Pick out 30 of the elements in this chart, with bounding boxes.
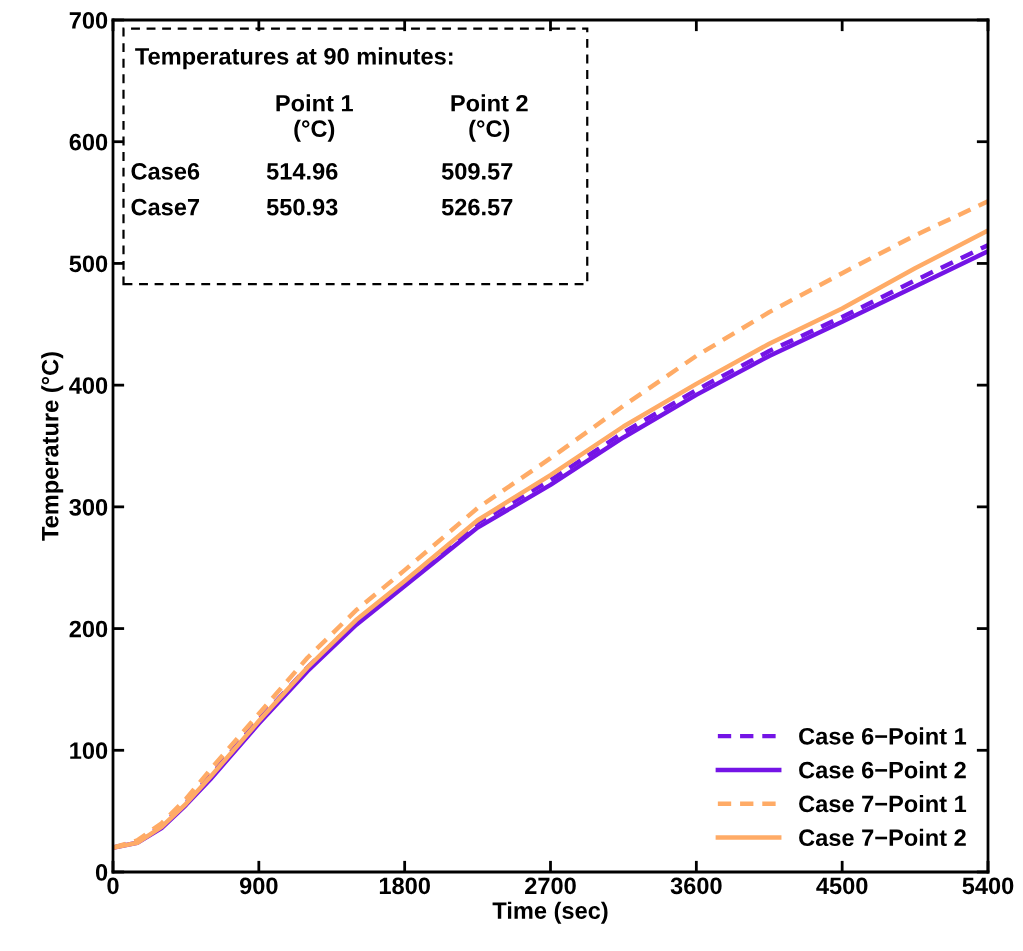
annotation: Case7 (131, 198, 200, 216)
y-tick-label: 100 (70, 742, 108, 760)
x-tick-label: 4500 (816, 877, 868, 895)
annotation: 526.57 (441, 198, 513, 216)
y-tick-label: 300 (69, 498, 108, 516)
y-tick-label: 600 (69, 133, 108, 151)
x-tick-label: 2700 (525, 877, 576, 895)
y-tick-label: 500 (69, 255, 108, 273)
y-tick-label: 700 (69, 12, 108, 29)
x-tick-label: 900 (239, 877, 278, 895)
y-axis-title: Temperature (°C) (41, 352, 64, 541)
annotation: Point 2 (°C) (451, 94, 528, 142)
legend-label: Case 6−Point 1 (799, 727, 967, 745)
y-tick-label: 400 (69, 377, 108, 394)
annotation: Temperatures at 90 minutes: (135, 47, 453, 70)
legend-label: Case 6−Point 2 (799, 761, 966, 779)
y-tick-label: 0 (95, 864, 108, 881)
annotation: 514.96 (266, 162, 338, 180)
x-tick-label: 1800 (379, 877, 430, 895)
annotation: 509.57 (441, 162, 513, 180)
legend-label: Case 7−Point 2 (799, 828, 966, 847)
x-tick-label: 3600 (670, 877, 722, 895)
x-tick-label: 0 (107, 877, 119, 895)
annotation: 550.93 (266, 198, 338, 216)
y-tick-label: 200 (69, 620, 108, 638)
annotation: Case6 (131, 162, 200, 180)
x-tick-label: 5400 (962, 877, 1014, 895)
x-axis-title: Time (sec) (492, 901, 608, 924)
annotation: Point 1 (°C) (276, 94, 353, 142)
legend-label: Case 7−Point 1 (799, 794, 967, 813)
